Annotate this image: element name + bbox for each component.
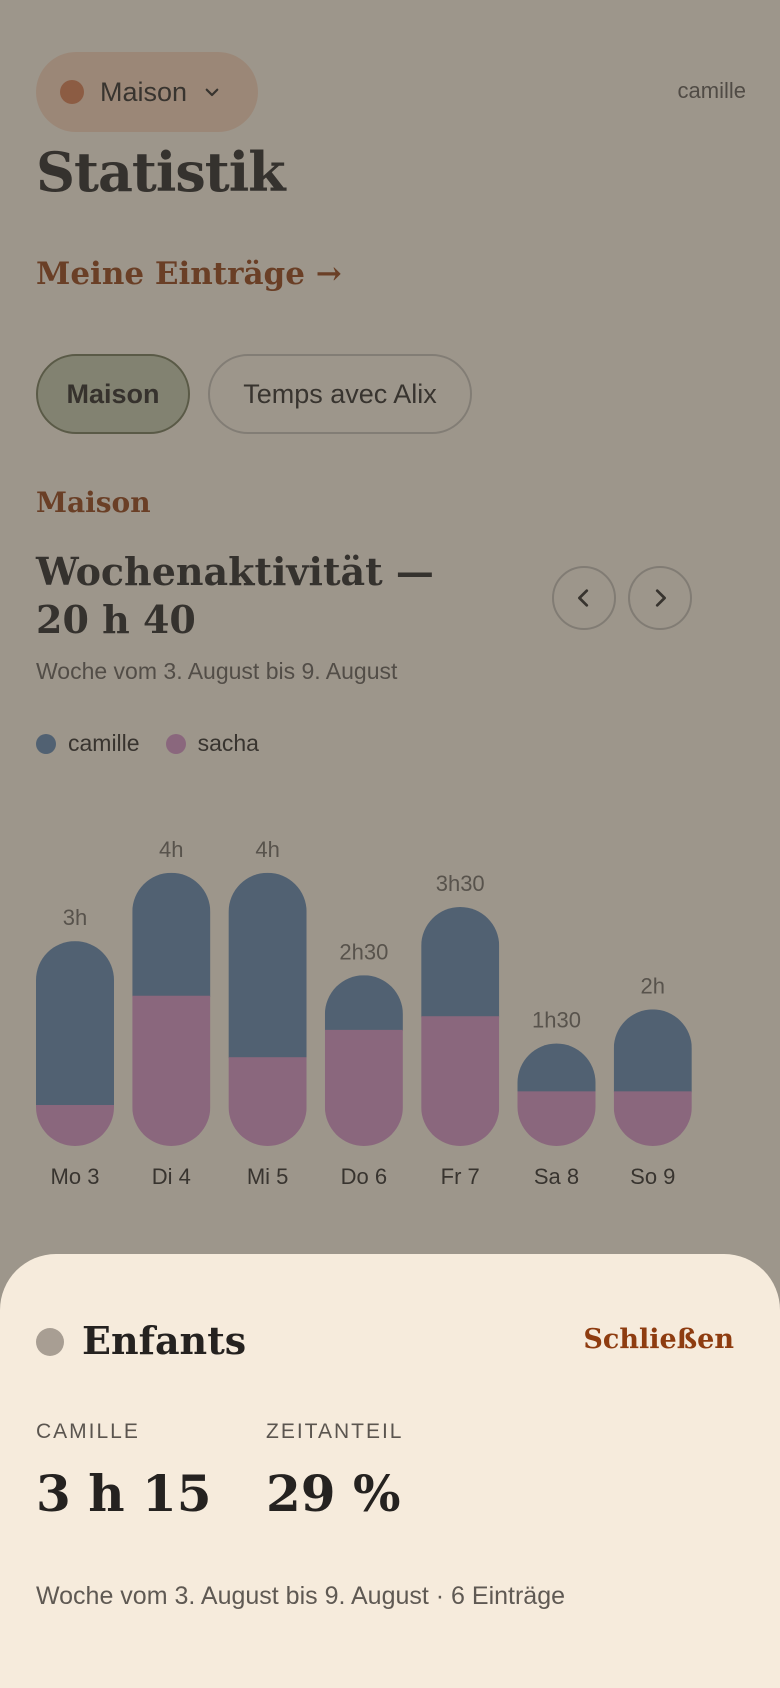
stat-value: 3 h 15 xyxy=(36,1464,212,1523)
stat-label: ZEITANTEIL xyxy=(266,1420,404,1443)
stat-value: 29 % xyxy=(266,1464,401,1523)
sheet-footer: Woche vom 3. August bis 9. August · 6 Ei… xyxy=(36,1582,566,1610)
stat-label: CAMILLE xyxy=(36,1420,140,1443)
category-color-dot xyxy=(36,1328,64,1356)
sheet-title: Enfants xyxy=(82,1318,247,1363)
close-button[interactable]: Schließen xyxy=(583,1324,734,1355)
stat-camille: CAMILLE 3 h 15 xyxy=(36,1420,212,1523)
stat-time-share: ZEITANTEIL 29 % xyxy=(266,1420,403,1523)
detail-sheet: Enfants Schließen CAMILLE 3 h 15 ZEITANT… xyxy=(0,1254,780,1688)
